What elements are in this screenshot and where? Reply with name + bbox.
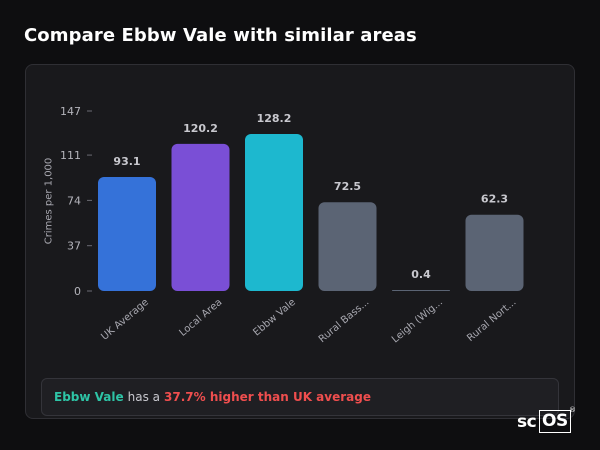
bar[interactable] [318,202,377,291]
y-tick-label: 37 [67,240,81,253]
x-tick-label: Rural Nort... [465,297,518,344]
bar-value-label: 128.2 [257,112,292,125]
bar[interactable] [465,214,524,291]
bar-value-label: 72.5 [334,180,361,193]
x-tick-label: Leigh (Wig... [390,297,445,346]
y-tick-label: 74 [67,194,81,207]
y-tick-label: 0 [74,285,81,298]
y-axis-title: Crimes per 1,000 [43,157,55,245]
bar-value-label: 62.3 [481,193,508,206]
summary-highlight: 37.7% higher than UK average [164,390,371,404]
y-tick-label: 111 [60,149,81,162]
brand-logo-sc: sc [517,412,537,432]
page-title: Compare Ebbw Vale with similar areas [24,25,417,46]
x-tick-label: Local Area [177,297,224,339]
bar-value-label: 93.1 [113,155,140,168]
brand-logo: sc OS ® [517,406,577,434]
summary-box: Ebbw Vale has a 37.7% higher than UK ave… [41,378,559,416]
x-tick-label: Ebbw Vale [251,297,298,339]
bar-value-label: 0.4 [411,268,431,281]
y-tick-label: 147 [60,105,81,118]
summary-area-name: Ebbw Vale [54,390,124,404]
bar[interactable] [245,134,303,291]
x-tick-label: Rural Bass... [317,297,372,345]
brand-logo-os: OS [539,410,571,433]
brand-logo-registered: ® [569,406,576,414]
x-tick-label: UK Average [99,297,151,343]
bar-value-label: 120.2 [183,122,218,135]
bar[interactable] [171,143,230,291]
bar[interactable] [392,290,450,291]
bar[interactable] [98,177,156,291]
summary-connector: has a [127,390,161,404]
